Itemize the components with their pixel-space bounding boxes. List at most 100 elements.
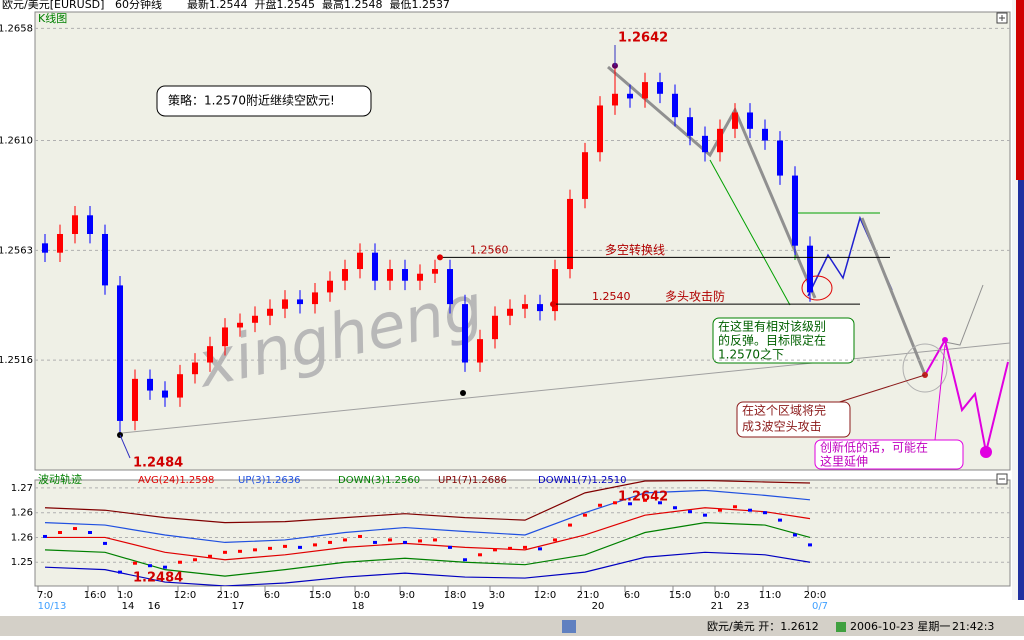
candle-body — [732, 112, 738, 129]
candle-body — [102, 233, 108, 286]
level-name: 多空转换线 — [605, 242, 665, 257]
x-tick-label: 0:0 — [354, 590, 370, 601]
price-dot — [658, 501, 662, 505]
x-date-label: 18 — [352, 601, 365, 612]
x-date-label: 17 — [232, 601, 245, 612]
price-dot — [328, 540, 332, 544]
candle-body — [372, 252, 378, 281]
price-dot — [178, 560, 182, 564]
price-dot — [733, 505, 737, 509]
note: 策略：1.2570附近继续空欧元! — [168, 93, 335, 108]
price-dot — [253, 548, 257, 552]
zone — [801, 275, 833, 301]
price-dot — [793, 533, 797, 537]
x-tick-label: 21:0 — [577, 590, 599, 601]
y-tick-label: 1.2658 — [0, 23, 33, 34]
x-tick-label: 3:0 — [489, 590, 505, 601]
candle-body — [72, 215, 78, 234]
trough-label: 1.2484 — [133, 456, 183, 471]
zone — [902, 343, 948, 393]
candle-body — [492, 315, 498, 340]
level-point — [550, 301, 556, 308]
candle-body — [567, 198, 573, 270]
y-tick-label: 1.26 — [11, 508, 33, 519]
x-tick-label: 20:0 — [804, 590, 826, 601]
x-tick-label: 21:0 — [217, 590, 239, 601]
drawings — [121, 65, 1010, 458]
price-dot — [463, 558, 467, 562]
price-dot — [508, 546, 512, 550]
marker — [942, 337, 948, 343]
candle-body — [792, 175, 798, 246]
candle-body — [282, 299, 288, 309]
x-tick-label: 12:0 — [534, 590, 556, 601]
x-tick-label: 7:0 — [37, 590, 53, 601]
trend-line — [121, 342, 1010, 434]
icon — [562, 620, 576, 633]
price-dot — [88, 531, 92, 535]
band-line — [44, 521, 811, 577]
candle-body — [402, 269, 408, 281]
price-dot — [613, 501, 617, 505]
candle-body — [612, 93, 618, 106]
band-line — [44, 489, 811, 544]
candle-body — [447, 269, 453, 305]
price-dot — [298, 545, 302, 549]
price-dot — [238, 549, 242, 553]
price-dot — [673, 506, 677, 510]
price-dot — [523, 545, 527, 549]
band-line — [45, 507, 811, 561]
peak-label: 1.2642 — [618, 490, 668, 505]
marker — [460, 390, 466, 396]
legend-entry: AVG(24)1.2598 — [138, 475, 214, 486]
price-dot — [808, 543, 812, 547]
candle-body — [432, 269, 438, 274]
panel-title: K线图 — [38, 11, 67, 25]
price-dot — [208, 554, 212, 558]
x-date-label: 19 — [472, 601, 485, 612]
note: 的反弹。目标限定在 — [718, 333, 826, 348]
price-dot — [538, 547, 542, 551]
side-bar — [1016, 0, 1024, 180]
x-tick-label: 16:0 — [84, 590, 106, 601]
x-tick-label: 15:0 — [309, 590, 331, 601]
x-date-label: 0/7 — [812, 601, 828, 612]
legend-entry: UP(3)1.2636 — [238, 475, 301, 486]
pointer-line — [829, 374, 926, 406]
candle-body — [687, 117, 693, 136]
y-tick-label: 1.25 — [11, 557, 33, 568]
lower-plot — [35, 480, 1010, 586]
x-tick-label: 12:0 — [174, 590, 196, 601]
pointer-line — [709, 159, 791, 306]
candle-body — [327, 280, 333, 293]
candle-body — [42, 243, 48, 253]
note: 1.2570之下 — [718, 348, 784, 362]
price-dot — [313, 543, 317, 547]
panel-title: 波动轨迹 — [38, 472, 82, 486]
x-tick-label: 6:0 — [264, 590, 280, 601]
price-dot — [778, 518, 782, 522]
price-dot — [43, 534, 47, 538]
candle-body — [57, 233, 63, 253]
price-dot — [388, 538, 392, 542]
price-dot — [193, 558, 197, 562]
marker — [980, 446, 992, 458]
x-date-label: 10/13 — [38, 601, 67, 612]
note: 在这里有相对该级别 — [718, 319, 826, 334]
candle-body — [642, 82, 648, 99]
candle-body — [657, 82, 663, 94]
price-dot — [403, 540, 407, 544]
x-tick-label: 1:0 — [117, 590, 133, 601]
candle-body — [777, 140, 783, 176]
price-dot — [283, 544, 287, 548]
trough-label: 1.2484 — [133, 571, 183, 586]
candle-body — [117, 285, 123, 421]
candle-body — [207, 346, 213, 363]
status-time: 21:42:3 — [952, 620, 994, 633]
candle-body — [237, 322, 243, 328]
main-plot — [35, 27, 1010, 459]
side-bar — [1018, 180, 1024, 600]
level-label: 1.2540 — [592, 290, 631, 303]
band-line — [44, 480, 811, 524]
x-tick-label: 0:0 — [714, 590, 730, 601]
